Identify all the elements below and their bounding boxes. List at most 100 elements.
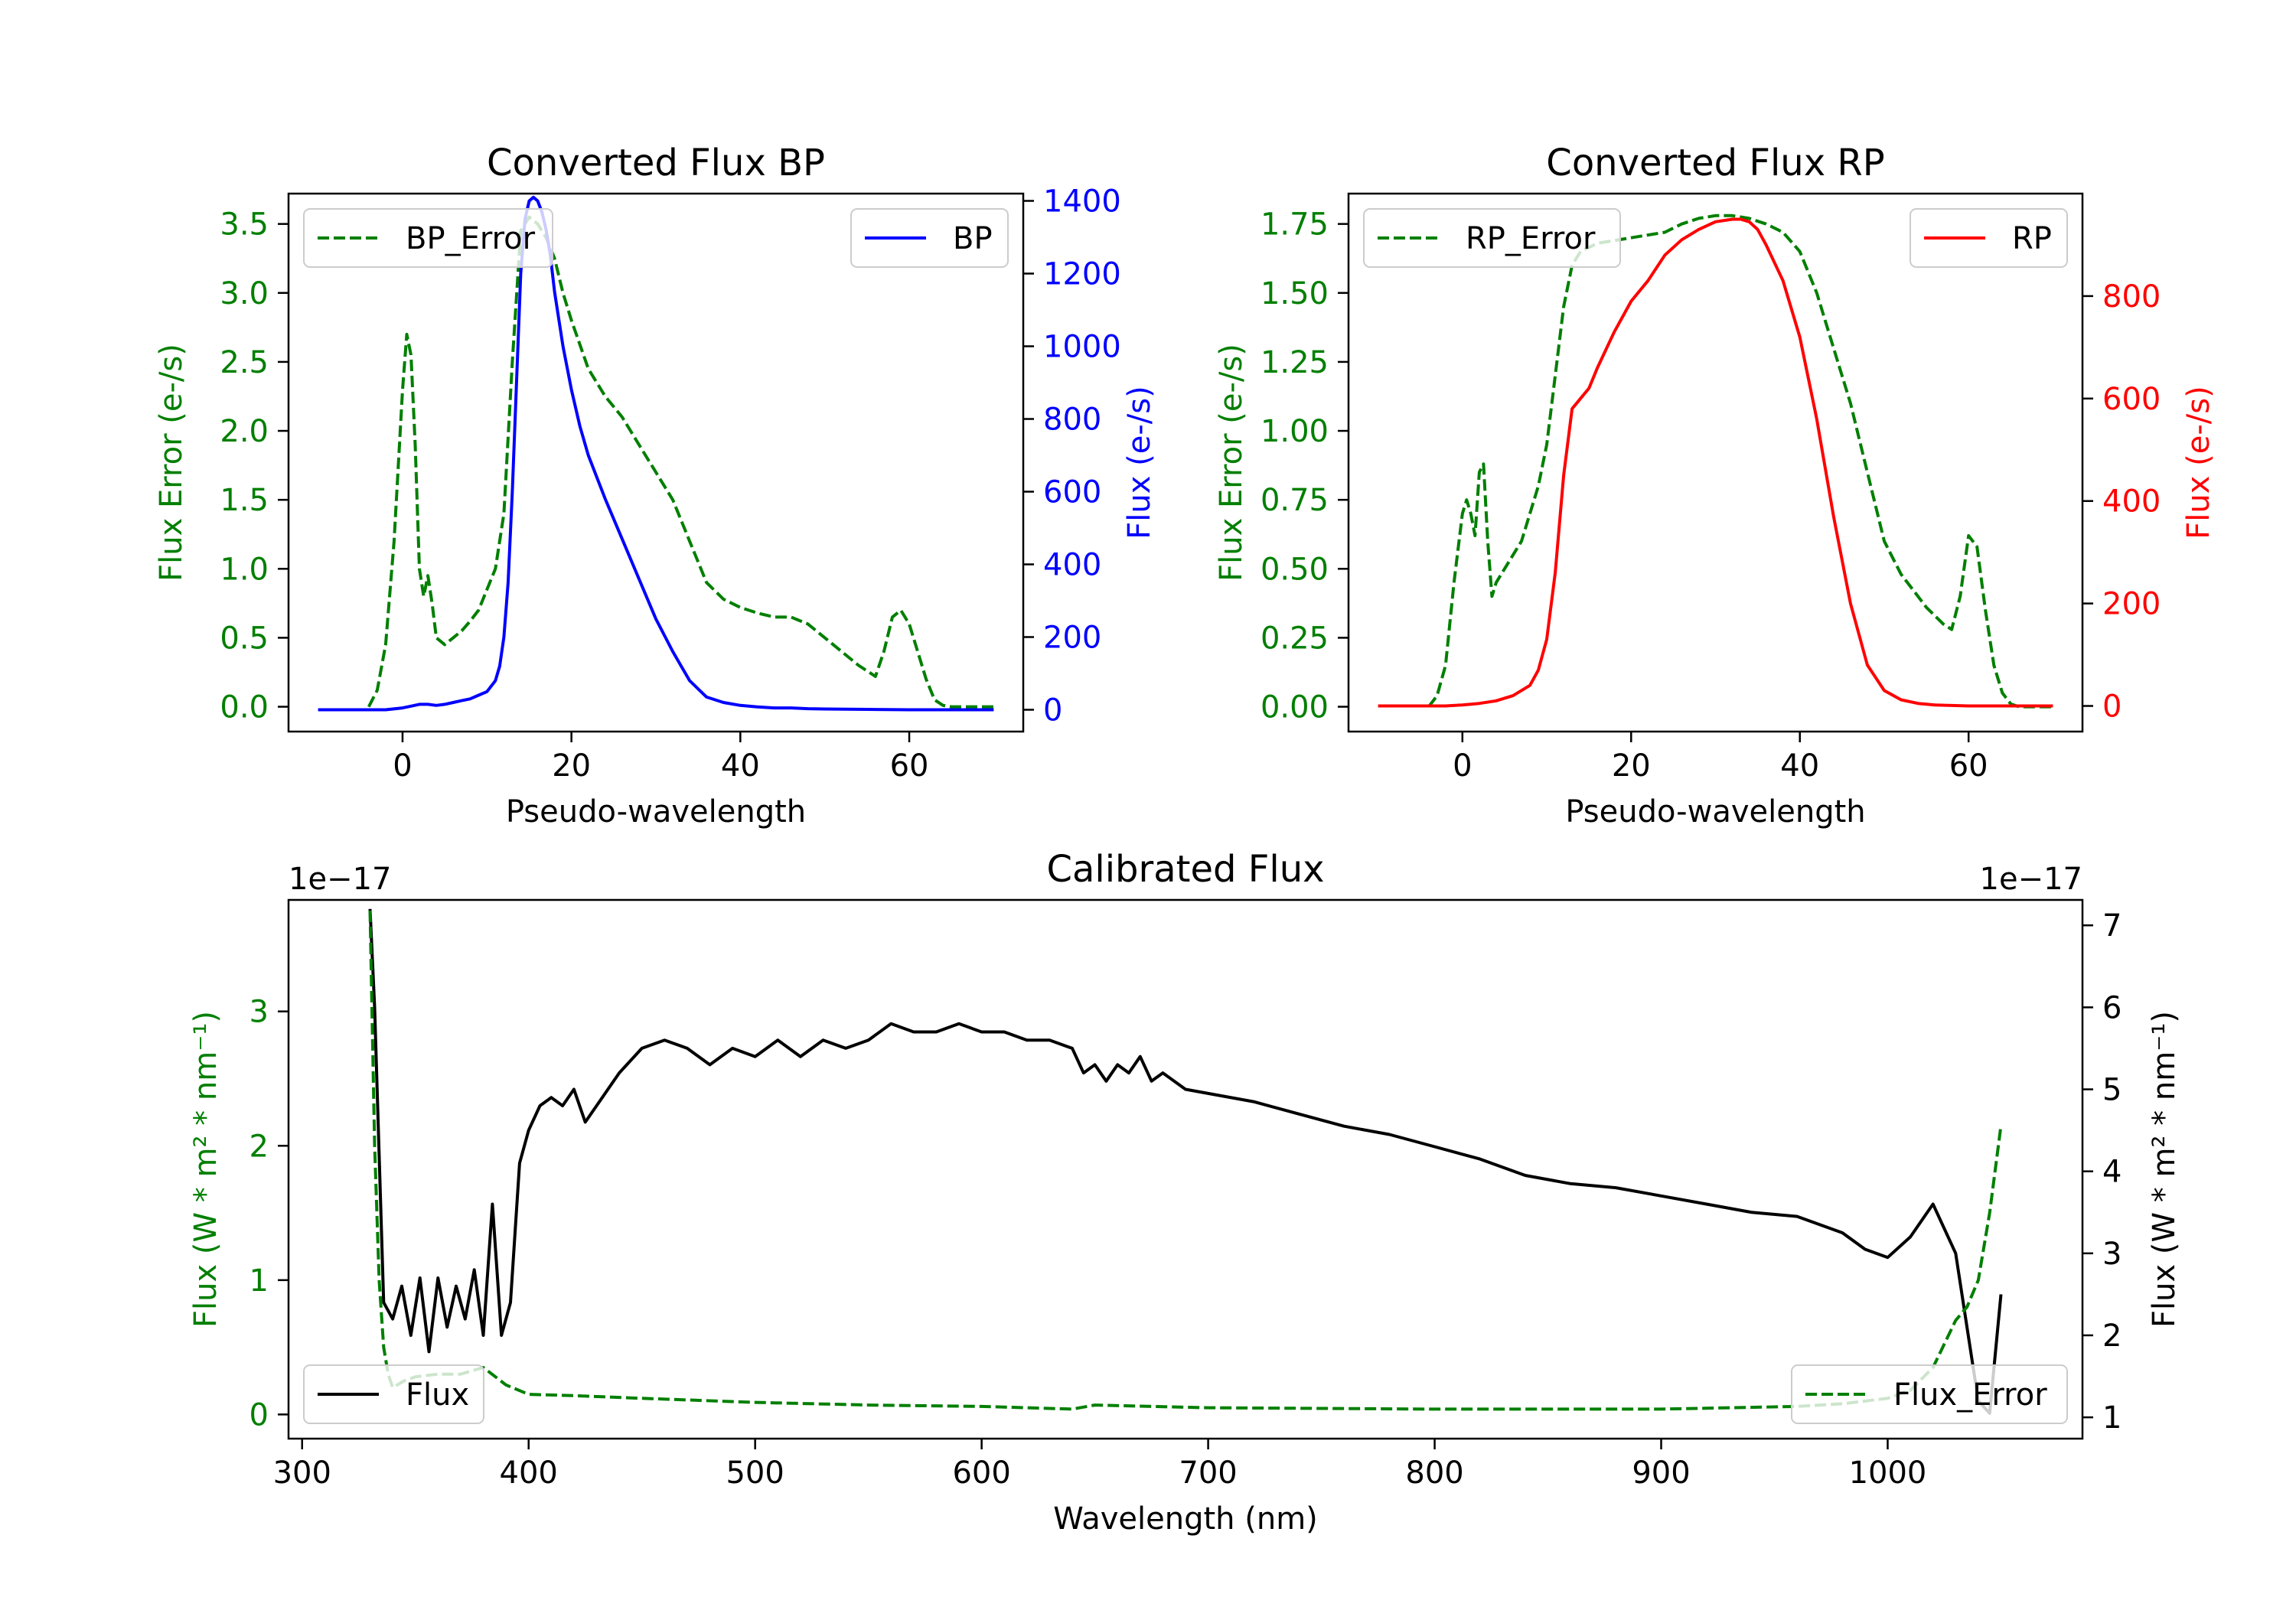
legend-box	[1791, 1364, 2068, 1424]
left-tick-label: 0.5	[220, 621, 269, 656]
right-tick-label: 0	[1043, 693, 1062, 729]
legend-flux: Flux	[303, 1364, 484, 1424]
chart-title: Converted Flux BP	[487, 142, 825, 184]
chart-title: Converted Flux RP	[1546, 142, 1884, 184]
x-tick-label: 300	[273, 1455, 331, 1491]
left-tick-label: 1.75	[1261, 207, 1329, 243]
legend-bp: BP	[850, 208, 1009, 268]
calibrated-flux-chart-panel: 300 400 500 600 700 800 900 1000 0 1 2 3 1 2 3 4 5 6 7 Cali…	[188, 848, 2182, 1537]
left-tick-label: 1	[249, 1263, 269, 1299]
left-tick-label: 1.25	[1261, 345, 1329, 380]
right-tick-label: 400	[1043, 548, 1101, 583]
x-axis-label: Pseudo-wavelength	[1565, 794, 1865, 830]
x-tick-label: 40	[721, 748, 760, 784]
x-tick-label: 20	[552, 748, 591, 784]
x-tick-label: 60	[1949, 748, 1988, 784]
legend-box	[1363, 208, 1621, 268]
legend-bp-error: BP_Error	[303, 208, 553, 268]
right-tick-label: 6	[2102, 990, 2122, 1025]
x-tick-label: 20	[1612, 748, 1651, 784]
series-line-bp-error	[367, 215, 994, 709]
right-tick-label: 600	[1043, 475, 1101, 510]
x-tick-label: 1000	[1849, 1455, 1927, 1491]
left-tick-label: 1.0	[220, 552, 269, 587]
left-tick-label: 1.00	[1261, 414, 1329, 449]
left-tick-label: 0.50	[1261, 552, 1329, 587]
right-offset-text: 1e−17	[1980, 862, 2082, 897]
right-tick-label: 800	[1043, 403, 1101, 438]
right-tick-label: 2	[2102, 1319, 2122, 1354]
legend-rp-error: RP_Error	[1363, 208, 1621, 268]
legend-box	[303, 1364, 484, 1424]
legend-box	[1910, 208, 2068, 268]
bp-chart-panel: 0 20 40 60 0.0 0.5 1.0 1.5 2.0 2.5 3.0 3.5 0 200 400 60…	[154, 142, 1157, 830]
axes-frame	[287, 192, 1025, 733]
right-tick-label: 4	[2102, 1155, 2122, 1190]
right-tick-label: 200	[1043, 621, 1101, 656]
left-tick-label: 3.0	[220, 276, 269, 311]
x-tick-label: 800	[1405, 1455, 1463, 1491]
x-tick-label: 700	[1179, 1455, 1237, 1491]
left-tick-label: 0.0	[220, 690, 269, 725]
left-tick-label: 0.25	[1261, 621, 1329, 656]
rp-chart-panel: 0 20 40 60 0.00 0.25 0.50 0.75 1.00 1.25 1.50 1.75 0…	[1214, 142, 2216, 830]
series-line-flux	[368, 908, 2003, 1415]
right-tick-label: 1200	[1043, 257, 1121, 292]
left-tick-label: 3.5	[220, 207, 269, 243]
right-tick-label: 1000	[1043, 330, 1121, 365]
left-tick-label: 1.50	[1261, 276, 1329, 311]
legend-rp: RP	[1910, 208, 2068, 268]
x-tick-label: 900	[1632, 1455, 1690, 1491]
left-offset-text: 1e−17	[289, 862, 391, 897]
left-tick-label: 2	[249, 1129, 269, 1164]
legend-box	[850, 208, 1009, 268]
left-tick-label: 1.5	[220, 483, 269, 518]
legend-flux-error: Flux_Error	[1791, 1364, 2068, 1424]
axes-frame	[287, 898, 2084, 1440]
right-tick-label: 3	[2102, 1237, 2122, 1272]
left-axis-label: Flux (W * m² * nm⁻¹)	[188, 1011, 223, 1328]
right-tick-label: 400	[2102, 484, 2161, 520]
right-tick-label: 600	[2102, 382, 2161, 417]
legend-box	[303, 208, 553, 268]
left-axis-label: Flux Error (e-/s)	[1214, 344, 1249, 582]
left-tick-label: 3	[249, 995, 269, 1030]
x-tick-label: 500	[726, 1455, 784, 1491]
legend-label: RP	[2012, 221, 2052, 256]
right-tick-label: 800	[2102, 279, 2161, 315]
x-tick-label: 400	[500, 1455, 558, 1491]
right-tick-label: 1400	[1043, 184, 1121, 220]
x-tick-label: 0	[1453, 748, 1472, 784]
right-axis-label: Flux (W * m² * nm⁻¹)	[2147, 1011, 2182, 1328]
legend-label: Flux	[406, 1377, 469, 1413]
x-axis-label: Pseudo-wavelength	[506, 794, 806, 830]
x-axis-label: Wavelength (nm)	[1053, 1501, 1318, 1537]
x-tick-label: 0	[393, 748, 412, 784]
axes-frame	[1347, 192, 2084, 733]
right-axis-label: Flux (e-/s)	[2181, 386, 2216, 539]
legend-label: BP	[953, 221, 993, 256]
right-tick-label: 200	[2102, 587, 2161, 622]
series-line-rp-error	[1427, 214, 2053, 709]
left-tick-label: 0.00	[1261, 690, 1329, 725]
left-tick-label: 2.0	[220, 414, 269, 449]
right-tick-label: 5	[2102, 1073, 2122, 1108]
x-tick-label: 40	[1780, 748, 1819, 784]
legend-label: BP_Error	[406, 221, 536, 256]
right-tick-label: 0	[2102, 689, 2122, 725]
series-line-rp	[1378, 217, 2053, 708]
left-tick-label: 2.5	[220, 345, 269, 380]
x-tick-label: 600	[952, 1455, 1010, 1491]
right-axis-label: Flux (e-/s)	[1122, 386, 1157, 539]
left-tick-label: 0	[249, 1397, 269, 1433]
right-tick-label: 7	[2102, 908, 2122, 944]
legend-label: RP_Error	[1466, 221, 1596, 256]
right-tick-label: 1	[2102, 1400, 2122, 1436]
left-tick-label: 0.75	[1261, 483, 1329, 518]
left-axis-label: Flux Error (e-/s)	[154, 344, 189, 582]
series-line-bp	[318, 195, 994, 712]
legend-label: Flux_Error	[1893, 1377, 2047, 1413]
x-tick-label: 60	[890, 748, 929, 784]
chart-title: Calibrated Flux	[1046, 848, 1324, 891]
